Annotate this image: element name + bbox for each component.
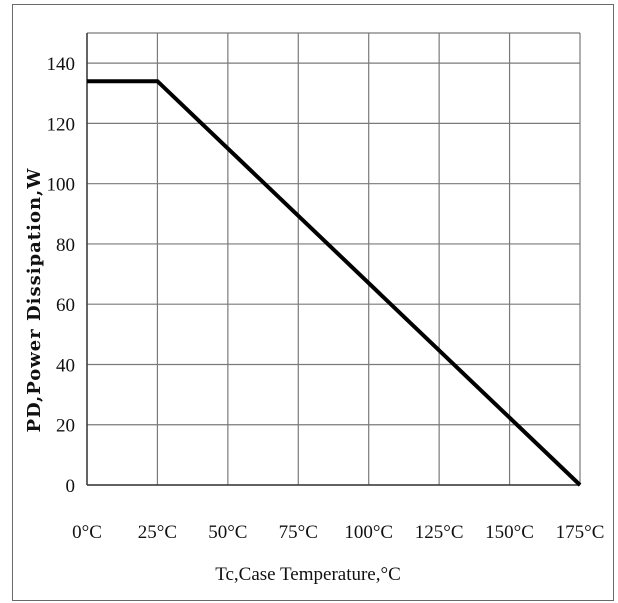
x-tick-label: 75°C xyxy=(279,522,318,543)
x-tick-labels: 0°C 25°C 50°C 75°C 100°C 125°C 150°C 175°C xyxy=(72,522,604,543)
x-axis-title: Tc,Case Temperature,°C xyxy=(215,564,401,585)
y-tick-labels: 0 20 40 60 80 100 120 140 xyxy=(47,54,76,497)
axes xyxy=(86,33,580,486)
x-tick-label: 100°C xyxy=(344,522,393,543)
y-tick-label: 20 xyxy=(56,416,75,437)
x-tick-label: 150°C xyxy=(485,522,534,543)
series xyxy=(87,79,582,487)
x-tick-label: 0°C xyxy=(72,522,102,543)
y-tick-label: 60 xyxy=(56,295,75,316)
x-tick-label: 50°C xyxy=(208,522,247,543)
x-tick-label: 25°C xyxy=(138,522,177,543)
y-tick-label: 80 xyxy=(56,235,75,256)
derating-curve xyxy=(87,79,582,487)
x-tick-label: 125°C xyxy=(415,522,464,543)
chart-frame xyxy=(12,4,614,601)
y-tick-label: 100 xyxy=(47,175,76,196)
y-tick-label: 140 xyxy=(47,54,76,75)
y-tick-label: 0 xyxy=(66,476,76,497)
y-tick-label: 40 xyxy=(56,355,75,376)
y-axis-title: PD,Power Dissipation,W xyxy=(24,167,45,432)
y-tick-label: 120 xyxy=(47,114,76,135)
grid xyxy=(86,32,581,486)
x-tick-label: 175°C xyxy=(556,522,605,543)
